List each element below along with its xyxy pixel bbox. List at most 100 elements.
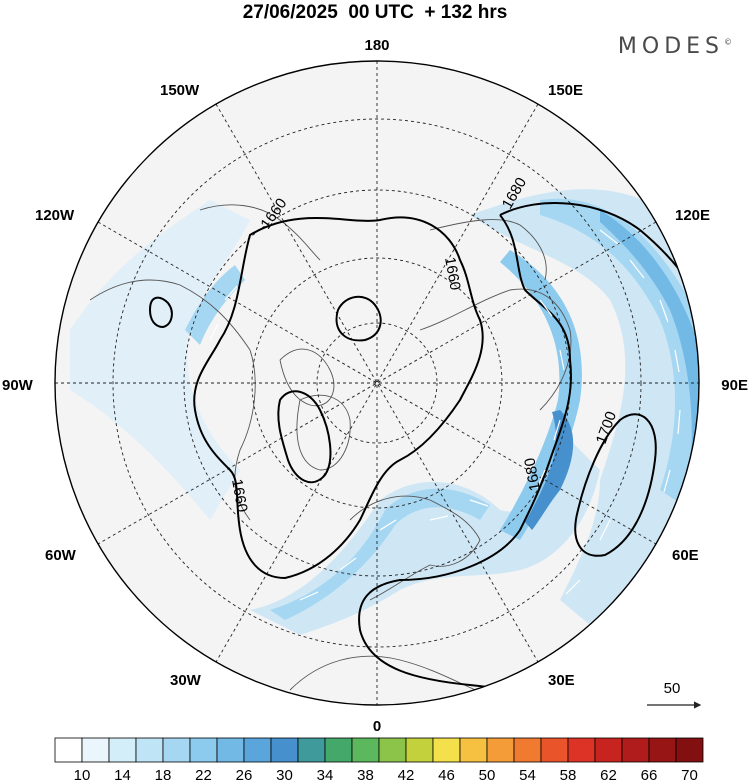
lon-label-60w: 60W	[45, 547, 77, 564]
colorbar-swatch	[270, 737, 299, 763]
brand-name: MODES	[617, 34, 724, 59]
jet-core-central-max	[525, 410, 574, 530]
wind-arrow	[553, 419, 561, 441]
lon-label-30e: 30E	[548, 672, 575, 689]
colorbar-swatch	[81, 737, 110, 763]
wind-arrow	[565, 579, 581, 595]
contour-label: 1680	[521, 456, 544, 492]
colorbar-tick-label: 26	[236, 767, 253, 782]
wind-arrow	[224, 285, 238, 301]
coast-africa	[289, 655, 501, 701]
colorbar-swatch	[540, 737, 569, 763]
colorbar-tick-label: 62	[600, 767, 617, 782]
coast-eurasia-north	[419, 288, 572, 411]
colorbar-tick-label: 30	[276, 767, 293, 782]
lon-label-180: 180	[364, 37, 389, 54]
contour-1660-main	[193, 216, 484, 580]
wind-arrow	[659, 299, 669, 323]
coast-alaska	[199, 204, 321, 261]
colorbar-swatch	[675, 737, 704, 763]
wind-arrow	[629, 259, 645, 279]
lon-label-60e: 60E	[672, 547, 699, 564]
contour-1660-center-cell	[335, 295, 382, 342]
reference-vector-label: 50	[664, 680, 681, 697]
colorbar-tick-label: 38	[357, 767, 374, 782]
wind-vectors	[209, 229, 681, 601]
coast-siberia	[429, 219, 547, 281]
wind-arrow	[663, 469, 671, 493]
colorbar-swatch	[243, 737, 272, 763]
colorbar-tick-label: 58	[560, 767, 577, 782]
globe-border	[54, 60, 700, 706]
contour-label: 1660	[441, 256, 464, 292]
copyright-mark: ©	[724, 37, 732, 47]
colorbar-tick-label: 18	[155, 767, 172, 782]
colorbar-tick-label: 14	[114, 767, 131, 782]
lon-label-0: 0	[373, 718, 381, 735]
wind-arrow	[209, 323, 219, 341]
colorbar-swatch	[486, 737, 515, 763]
coast-europe	[349, 495, 481, 601]
lon-label-90e: 90E	[721, 377, 748, 394]
colorbar-tick-label: 70	[681, 767, 698, 782]
colorbar-swatch	[54, 737, 83, 763]
colorbar-swatch	[189, 737, 218, 763]
lon-label-120e: 120E	[675, 207, 710, 224]
contour-1660-west-cell	[148, 296, 173, 329]
lon-label-90w: 90W	[2, 377, 34, 394]
colorbar-tick-label: 50	[479, 767, 496, 782]
colorbar-swatch	[405, 737, 434, 763]
colorbar-swatch	[378, 737, 407, 763]
coast-north-america	[89, 279, 256, 521]
wind-arrow	[539, 299, 553, 317]
colorbar-swatch	[108, 737, 137, 763]
lon-label-30w: 30W	[170, 672, 202, 689]
colorbar-swatch	[351, 737, 380, 763]
wind-arrow	[429, 515, 449, 521]
colorbar-tick-label: 34	[317, 767, 334, 782]
wind-arrow	[674, 349, 680, 373]
colorbar-swatch	[567, 737, 596, 763]
colorbar-tick-label: 66	[641, 767, 658, 782]
colorbar-tick-label: 46	[438, 767, 455, 782]
wind-arrow	[559, 349, 565, 371]
colorbar-swatch	[513, 737, 542, 763]
wind-arrow	[536, 469, 546, 489]
coast-greenland	[296, 394, 351, 471]
colorbar-swatch	[432, 737, 461, 763]
lon-label-150e: 150E	[548, 82, 583, 99]
colorbar-tick-label: 42	[398, 767, 415, 782]
colorbar	[54, 737, 704, 763]
wind-arrow	[339, 557, 357, 571]
lon-label-120w: 120W	[35, 207, 75, 224]
wind-arrow	[469, 499, 489, 507]
colorbar-swatch	[621, 737, 650, 763]
wind-arrow	[677, 409, 681, 435]
lon-label-150w: 150W	[160, 82, 200, 99]
colorbar-swatch	[162, 737, 191, 763]
colorbar-labels: 10 14 18 22 26 30 34 38 42 46 50 54 58 62 66 70	[74, 767, 698, 782]
wind-arrow	[299, 591, 319, 601]
colorbar-swatch	[648, 737, 677, 763]
wind-arrow	[599, 229, 619, 245]
contour-label: 1660	[228, 478, 251, 514]
jet-core-central	[500, 250, 582, 540]
colorbar-tick-label: 10	[74, 767, 91, 782]
map-title: 27/06/2025 00 UTC + 132 hrs	[242, 2, 508, 23]
colorbar-swatch	[594, 737, 623, 763]
contour-1660-greenland-cell	[277, 390, 332, 484]
colorbar-swatch	[216, 737, 245, 763]
colorbar-swatch	[297, 737, 326, 763]
jet-core-east-outer	[540, 198, 699, 510]
wind-arrow	[599, 519, 611, 541]
contour-1700-cell	[574, 413, 657, 557]
colorbar-tick-label: 22	[195, 767, 212, 782]
colorbar-swatch	[459, 737, 488, 763]
colorbar-tick-label: 54	[519, 767, 536, 782]
brand-logo: MODES©	[618, 34, 732, 59]
jet-core-south	[270, 488, 490, 620]
colorbar-swatch	[324, 737, 353, 763]
wind-arrow	[379, 519, 397, 531]
colorbar-swatch	[135, 737, 164, 763]
